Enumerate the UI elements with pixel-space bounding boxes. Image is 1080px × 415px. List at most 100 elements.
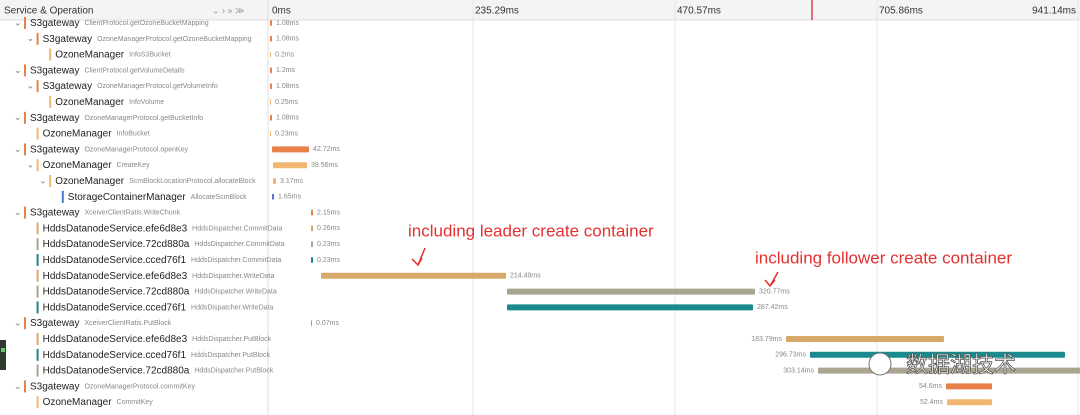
expand-toggle: ⌄ xyxy=(27,81,35,91)
span-bar xyxy=(507,304,753,311)
span-bar xyxy=(270,114,272,121)
operation-name: HddsDispatcher.WriteData xyxy=(191,304,273,311)
span-row[interactable]: ⌄ S3gateway OzoneManagerProtocol.commitKey… xyxy=(14,380,992,393)
span-bar xyxy=(947,399,992,406)
span-row[interactable]: ⌄ S3gateway XceiverClientRatis.WriteChunk 2… xyxy=(14,206,340,219)
span-duration: 54.6ms xyxy=(919,383,942,390)
operation-name: HddsDispatcher.WriteData xyxy=(192,273,274,280)
span-row[interactable]: HddsDatanodeService.cced76f1 HddsDispatch… xyxy=(36,301,789,314)
span-name: S3gateway XceiverClientRatis.PutBlock xyxy=(30,318,172,329)
operation-name: HddsDispatcher.PutBlock xyxy=(191,352,270,359)
service-color xyxy=(49,175,52,187)
expand-toggle: ⌄ xyxy=(14,381,22,391)
span-duration: 287.42ms xyxy=(757,304,788,311)
span-row[interactable]: ⌄ OzoneManager ScmBlockLocationProtocol.al… xyxy=(39,175,303,187)
span-duration: 1.2ms xyxy=(276,67,296,74)
span-name: HddsDatanodeService.efe6d8e3 HddsDispatch… xyxy=(43,270,275,281)
operation-name: XceiverClientRatis.PutBlock xyxy=(84,320,171,327)
service-name: S3gateway xyxy=(43,81,92,92)
service-color xyxy=(49,96,52,108)
span-row[interactable]: HddsDatanodeService.efe6d8e3 HddsDispatch… xyxy=(36,269,542,282)
span-duration: 1.08ms xyxy=(276,83,299,90)
side-widget[interactable] xyxy=(0,340,6,370)
expand-toggle: ⌄ xyxy=(14,65,22,75)
span-row[interactable]: OzoneManager InfoBucket 0.23ms xyxy=(36,127,299,140)
expand-toggle: ⌄ xyxy=(27,160,35,170)
annotation-arrow xyxy=(764,271,779,288)
timeline-tick: 941.14ms xyxy=(1032,6,1076,17)
timeline-tick: 235.29ms xyxy=(475,6,519,17)
span-row[interactable]: ⌄ S3gateway OzoneManagerProtocol.getBucket… xyxy=(14,111,299,124)
operation-name: InfoVolume xyxy=(129,99,164,106)
span-row[interactable]: HddsDatanodeService.72cd880a HddsDispatch… xyxy=(36,238,341,251)
service-color xyxy=(24,17,26,29)
service-name: S3gateway xyxy=(30,381,79,392)
span-bar xyxy=(270,83,272,90)
span-duration: 42.72ms xyxy=(313,146,340,153)
service-name: S3gateway xyxy=(30,318,79,329)
span-name: S3gateway XceiverClientRatis.WriteChunk xyxy=(30,207,181,218)
span-row[interactable]: ⌄ S3gateway ClientProtocol.getOzoneBucketM… xyxy=(14,17,299,29)
service-name: HddsDatanodeService.cced76f1 xyxy=(43,349,187,360)
span-row[interactable]: ⌄ S3gateway ClientProtocol.getVolumeDetail… xyxy=(14,64,296,77)
span-bar xyxy=(270,130,271,137)
span-duration: 1.08ms xyxy=(276,36,299,43)
service-color xyxy=(36,32,39,45)
span-bar xyxy=(270,35,272,42)
operation-name: HddsDispatcher.CommitData xyxy=(194,241,284,248)
span-row[interactable]: ⌄ S3gateway OzoneManagerProtocol.getOzoneB… xyxy=(27,32,300,45)
service-color xyxy=(36,396,39,409)
expand-toggle: ⌄ xyxy=(39,175,47,185)
span-bar xyxy=(786,336,944,342)
service-name: OzoneManager xyxy=(55,49,125,60)
span-duration: 39.56ms xyxy=(311,162,338,169)
expand-toggle: ⌄ xyxy=(14,318,22,328)
service-color xyxy=(61,190,64,203)
service-name: HddsDatanodeService.efe6d8e3 xyxy=(43,223,188,234)
service-color xyxy=(24,206,26,219)
rows: ⌄ S3gateway ClientProtocol.getOzoneBucketM… xyxy=(14,17,1080,409)
span-row[interactable]: HddsDatanodeService.72cd880a HddsDispatch… xyxy=(36,285,791,298)
operation-name: ClientProtocol.getOzoneBucketMapping xyxy=(84,20,208,27)
span-row[interactable]: OzoneManager CommitKey 52.4ms xyxy=(36,396,992,409)
operation-name: HddsDispatcher.WriteData xyxy=(194,288,276,295)
span-row[interactable]: HddsDatanodeService.efe6d8e3 HddsDispatch… xyxy=(36,222,341,235)
span-row[interactable]: ⌄ OzoneManager CreateKey 39.56ms xyxy=(27,159,339,172)
operation-name: InfoBucket xyxy=(117,130,150,137)
service-name: HddsDatanodeService.efe6d8e3 xyxy=(43,334,188,345)
span-row[interactable]: ⌄ S3gateway OzoneManagerProtocol.getVolume… xyxy=(27,80,300,93)
service-color xyxy=(24,143,26,156)
span-name: S3gateway ClientProtocol.getOzoneBucketMa… xyxy=(30,18,209,29)
span-name: OzoneManager InfoBucket xyxy=(43,128,150,139)
span-row[interactable]: HddsDatanodeService.cced76f1 HddsDispatch… xyxy=(36,254,341,266)
watermark: 数据湖技术 xyxy=(906,352,1016,377)
operation-name: OzoneManagerProtocol.commitKey xyxy=(84,383,195,390)
span-row[interactable]: OzoneManager InfoS3Bucket 0.2ms xyxy=(49,48,295,61)
span-name: HddsDatanodeService.72cd880a HddsDispatch… xyxy=(43,286,277,297)
span-bar xyxy=(946,383,992,390)
span-row[interactable]: StorageContainerManager AllocateScmBlock 1… xyxy=(61,190,302,203)
service-color xyxy=(24,317,26,330)
span-row[interactable]: ⌄ S3gateway XceiverClientRatis.PutBlock 0.0… xyxy=(14,317,339,330)
span-name: OzoneManager ScmBlockLocationProtocol.all… xyxy=(55,176,256,187)
service-name: S3gateway xyxy=(30,207,79,218)
header-controls[interactable]: ⌄ › » ≫ xyxy=(212,5,244,15)
annotation: including follower create container xyxy=(755,248,1012,267)
operation-name: CreateKey xyxy=(117,162,151,169)
span-bar xyxy=(273,162,307,169)
operation-name: HddsDispatcher.PutBlock xyxy=(194,367,273,374)
span-row[interactable]: ⌄ S3gateway OzoneManagerProtocol.openKey 42… xyxy=(14,143,340,156)
span-row[interactable]: OzoneManager InfoVolume 0.25ms xyxy=(49,96,298,108)
operation-name: HddsDispatcher.PutBlock xyxy=(192,336,271,343)
service-name: HddsDatanodeService.72cd880a xyxy=(43,286,190,297)
service-color xyxy=(36,364,39,377)
operation-name: OzoneManagerProtocol.getBucketInfo xyxy=(84,115,203,122)
span-row[interactable]: HddsDatanodeService.efe6d8e3 HddsDispatch… xyxy=(36,333,944,345)
service-color xyxy=(36,254,39,266)
span-name: HddsDatanodeService.cced76f1 HddsDispatch… xyxy=(43,349,271,360)
service-color xyxy=(36,269,39,282)
span-name: OzoneManager CommitKey xyxy=(43,397,154,408)
span-bar xyxy=(311,320,312,327)
service-name: S3gateway xyxy=(30,65,79,76)
span-bar xyxy=(321,272,506,279)
